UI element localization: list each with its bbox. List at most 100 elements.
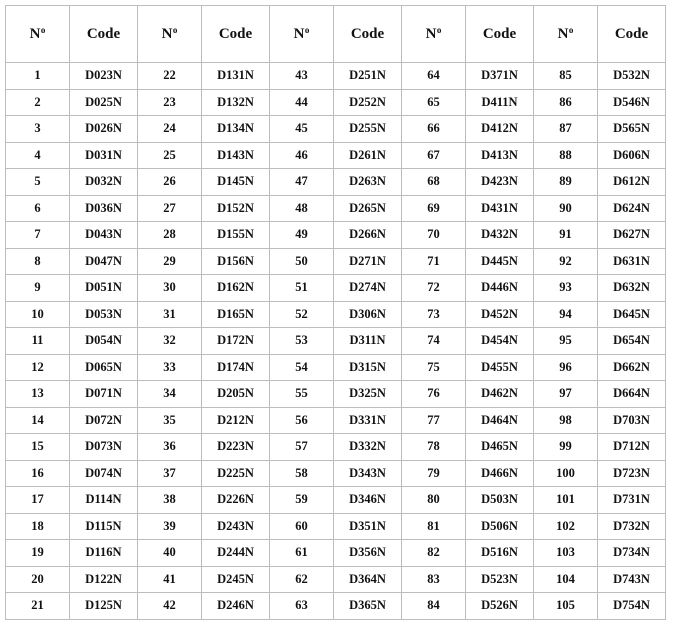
number-cell: 49 [269,221,334,249]
number-cell: 92 [533,247,598,275]
code-cell: D043N [69,221,138,249]
code-cell: D565N [597,115,666,143]
number-cell: 33 [137,353,202,381]
number-cell: 24 [137,115,202,143]
number-cell: 80 [401,486,466,514]
number-cell: 75 [401,353,466,381]
code-cell: D114N [69,486,138,514]
number-cell: 73 [401,300,466,328]
code-cell: D315N [333,353,402,381]
code-cell: D612N [597,168,666,196]
code-cell: D631N [597,247,666,275]
code-table: No Code No Code No Code No Code No Code … [5,5,666,620]
number-cell: 29 [137,247,202,275]
number-cell: 105 [533,592,598,620]
code-column-header: Code [69,5,138,63]
code-cell: D332N [333,433,402,461]
number-cell: 41 [137,565,202,593]
number-cell: 2 [5,88,70,116]
number-cell: 51 [269,274,334,302]
number-header-label: N [425,26,437,42]
code-cell: D271N [333,247,402,275]
number-cell: 26 [137,168,202,196]
number-cell: 44 [269,88,334,116]
table-row: 9 D051N 30 D162N 51 D274N 72 D446N 93 D632N [5,274,666,302]
code-cell: D503N [465,486,534,514]
code-cell: D731N [597,486,666,514]
number-cell: 96 [533,353,598,381]
code-cell: D452N [465,300,534,328]
code-cell: D131N [201,62,270,90]
number-cell: 50 [269,247,334,275]
code-cell: D122N [69,565,138,593]
code-cell: D145N [201,168,270,196]
code-cell: D627N [597,221,666,249]
number-cell: 98 [533,406,598,434]
code-cell: D734N [597,539,666,567]
number-cell: 90 [533,194,598,222]
table-row: 4 D031N 25 D143N 46 D261N 67 D413N 88 D606N [5,141,666,169]
code-cell: D413N [465,141,534,169]
table-row: 6 D036N 27 D152N 48 D265N 69 D431N 90 D624N [5,194,666,222]
number-cell: 25 [137,141,202,169]
number-column-header: No [137,5,202,63]
code-cell: D411N [465,88,534,116]
code-cell: D516N [465,539,534,567]
number-cell: 78 [401,433,466,461]
code-cell: D031N [69,141,138,169]
number-cell: 91 [533,221,598,249]
number-column-header: No [5,5,70,63]
number-cell: 56 [269,406,334,434]
number-cell: 31 [137,300,202,328]
code-cell: D632N [597,274,666,302]
ordinal-indicator: o [436,25,442,35]
code-cell: D053N [69,300,138,328]
code-cell: D546N [597,88,666,116]
code-cell: D032N [69,168,138,196]
code-cell: D311N [333,327,402,355]
code-cell: D243N [201,512,270,540]
table-row: 12 D065N 33 D174N 54 D315N 75 D455N 96 D662N [5,353,666,381]
code-cell: D225N [201,459,270,487]
number-cell: 61 [269,539,334,567]
code-cell: D645N [597,300,666,328]
number-cell: 39 [137,512,202,540]
number-cell: 59 [269,486,334,514]
code-cell: D506N [465,512,534,540]
code-cell: D047N [69,247,138,275]
code-cell: D356N [333,539,402,567]
code-cell: D223N [201,433,270,461]
code-cell: D244N [201,539,270,567]
code-cell: D252N [333,88,402,116]
code-cell: D251N [333,62,402,90]
code-cell: D365N [333,592,402,620]
number-cell: 81 [401,512,466,540]
number-cell: 100 [533,459,598,487]
code-cell: D446N [465,274,534,302]
number-cell: 58 [269,459,334,487]
code-cell: D172N [201,327,270,355]
code-cell: D226N [201,486,270,514]
number-cell: 47 [269,168,334,196]
code-cell: D412N [465,115,534,143]
number-cell: 17 [5,486,70,514]
number-cell: 99 [533,433,598,461]
table-row: 20 D122N 41 D245N 62 D364N 83 D523N 104 D743N [5,565,666,593]
number-cell: 60 [269,512,334,540]
table-row: 16 D074N 37 D225N 58 D343N 79 D466N 100 D723N [5,459,666,487]
number-cell: 57 [269,433,334,461]
number-cell: 45 [269,115,334,143]
number-cell: 85 [533,62,598,90]
number-cell: 103 [533,539,598,567]
number-cell: 34 [137,380,202,408]
number-cell: 27 [137,194,202,222]
number-cell: 7 [5,221,70,249]
code-cell: D624N [597,194,666,222]
code-cell: D662N [597,353,666,381]
number-cell: 10 [5,300,70,328]
number-cell: 6 [5,194,70,222]
code-cell: D346N [333,486,402,514]
number-cell: 38 [137,486,202,514]
code-cell: D245N [201,565,270,593]
code-cell: D454N [465,327,534,355]
